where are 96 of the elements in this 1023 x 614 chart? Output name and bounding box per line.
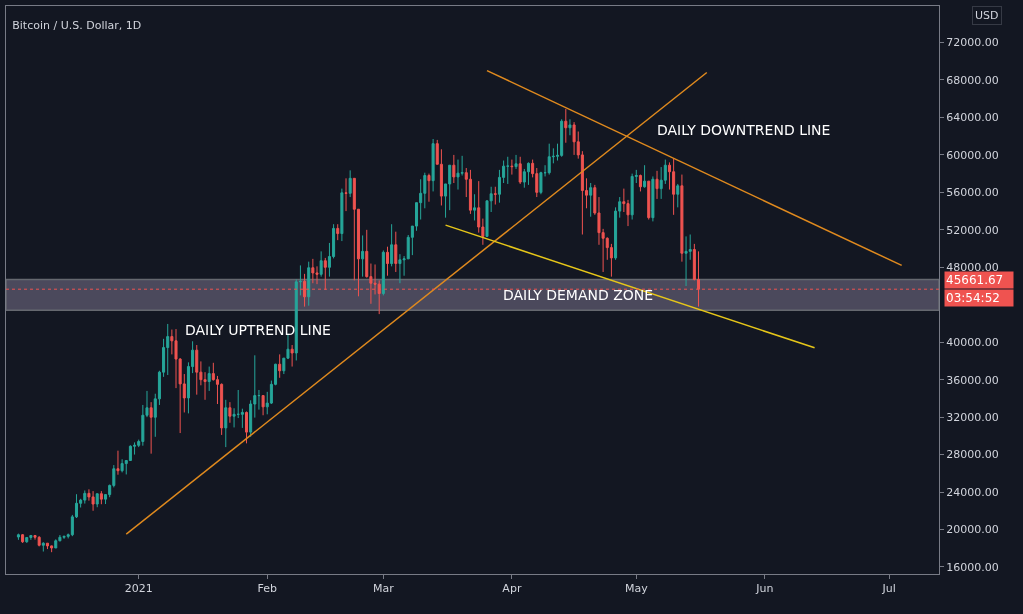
y-tick-label: 36000.00 bbox=[946, 373, 999, 387]
candlestick bbox=[385, 246, 390, 277]
y-tick-label: 20000.00 bbox=[946, 523, 999, 537]
x-tick-label: 2021 bbox=[124, 582, 153, 596]
y-tick-label: 28000.00 bbox=[946, 448, 999, 462]
candlestick bbox=[290, 344, 294, 368]
candlestick bbox=[510, 159, 514, 176]
y-tick-label: 24000.00 bbox=[946, 485, 999, 499]
x-tick-label: Jun bbox=[755, 582, 774, 596]
candlestick bbox=[99, 490, 103, 505]
candlestick bbox=[95, 492, 99, 508]
candlestick bbox=[166, 323, 170, 376]
x-tick-label: May bbox=[624, 582, 649, 596]
x-tick-label: Apr bbox=[502, 582, 522, 596]
annotation: DAILY DOWNTREND LINE bbox=[657, 122, 831, 138]
candlestick bbox=[340, 188, 344, 242]
y-tick-label: 56000.00 bbox=[946, 186, 999, 200]
candlestick bbox=[506, 156, 510, 185]
candlestick bbox=[676, 183, 680, 208]
candlestick bbox=[228, 401, 232, 424]
candlestick bbox=[207, 366, 211, 392]
candlestick bbox=[672, 158, 676, 216]
candlestick bbox=[468, 169, 472, 215]
candlestick bbox=[21, 533, 25, 544]
y-tick-label: 60000.00 bbox=[946, 148, 999, 162]
candlestick bbox=[37, 535, 41, 547]
candlestick bbox=[514, 154, 518, 170]
candlestick bbox=[643, 164, 647, 189]
candlestick bbox=[83, 489, 87, 505]
candlestick bbox=[50, 545, 54, 553]
candlestick bbox=[526, 161, 530, 186]
candlestick bbox=[116, 450, 120, 476]
candlestick bbox=[518, 156, 522, 185]
candlestick bbox=[25, 536, 29, 544]
candlestick bbox=[16, 533, 20, 541]
candlestick bbox=[29, 534, 33, 541]
text: 03:54:52 bbox=[946, 291, 1000, 305]
candlestick bbox=[244, 411, 249, 444]
y-tick-label: 64000.00 bbox=[946, 111, 999, 125]
candlestick bbox=[224, 399, 228, 448]
candlestick bbox=[680, 174, 684, 263]
candlestick bbox=[195, 344, 199, 396]
candlestick bbox=[257, 389, 261, 411]
candlestick bbox=[278, 353, 282, 379]
candlestick bbox=[647, 180, 651, 221]
candlestick bbox=[493, 186, 497, 206]
candlestick bbox=[149, 401, 153, 455]
y-tick-label: 68000.00 bbox=[946, 73, 999, 87]
candlestick bbox=[568, 118, 572, 136]
y-tick-label: 48000.00 bbox=[946, 261, 999, 275]
candlestick bbox=[456, 159, 460, 191]
candlestick bbox=[311, 258, 315, 284]
candlestick bbox=[564, 108, 568, 144]
candlestick bbox=[390, 223, 394, 267]
y-tick-label: 40000.00 bbox=[946, 336, 999, 350]
candlestick bbox=[348, 169, 352, 198]
candlestick bbox=[336, 223, 340, 241]
candlestick bbox=[394, 231, 398, 273]
candlestick bbox=[261, 395, 265, 416]
y-tick-label: 72000.00 bbox=[946, 36, 999, 50]
candlestick bbox=[91, 490, 95, 512]
y-tick-label: 16000.00 bbox=[946, 560, 999, 574]
candlestick bbox=[630, 173, 634, 221]
candlestick bbox=[452, 154, 456, 184]
candlestick bbox=[589, 182, 593, 218]
y-tick-label: 32000.00 bbox=[946, 410, 999, 424]
candlestick bbox=[651, 175, 655, 222]
candlestick bbox=[120, 458, 124, 473]
candlestick bbox=[547, 143, 551, 176]
candlestick bbox=[431, 138, 435, 192]
candlestick bbox=[307, 261, 311, 307]
text: USD bbox=[975, 9, 999, 22]
candlestick bbox=[427, 173, 431, 203]
candlestick bbox=[361, 234, 365, 278]
candlestick bbox=[655, 170, 659, 200]
x-tick-label: Mar bbox=[372, 582, 395, 596]
candlestick bbox=[54, 538, 58, 549]
candlestick bbox=[572, 121, 576, 156]
candlestick bbox=[684, 235, 688, 287]
candlestick bbox=[560, 118, 564, 158]
candlestick bbox=[41, 541, 45, 553]
x-tick-label: Feb bbox=[257, 582, 277, 596]
candlestick bbox=[398, 253, 402, 284]
annotation: DAILY UPTREND LINE bbox=[185, 322, 331, 338]
candlestick bbox=[381, 249, 385, 296]
candlestick bbox=[240, 408, 244, 429]
y-tick-label: 52000.00 bbox=[946, 223, 999, 237]
candlestick bbox=[319, 250, 323, 278]
band-label: DAILY DEMAND ZONE bbox=[503, 287, 654, 303]
ref-line-label: 45661.67 bbox=[946, 273, 1004, 287]
text: Bitcoin / U.S. Dollar, 1D bbox=[12, 19, 142, 33]
x-tick-label: Jul bbox=[881, 582, 896, 596]
candlestick bbox=[638, 174, 642, 192]
candlestick bbox=[344, 177, 348, 212]
candlestick bbox=[473, 193, 477, 221]
candlestick bbox=[45, 542, 49, 550]
